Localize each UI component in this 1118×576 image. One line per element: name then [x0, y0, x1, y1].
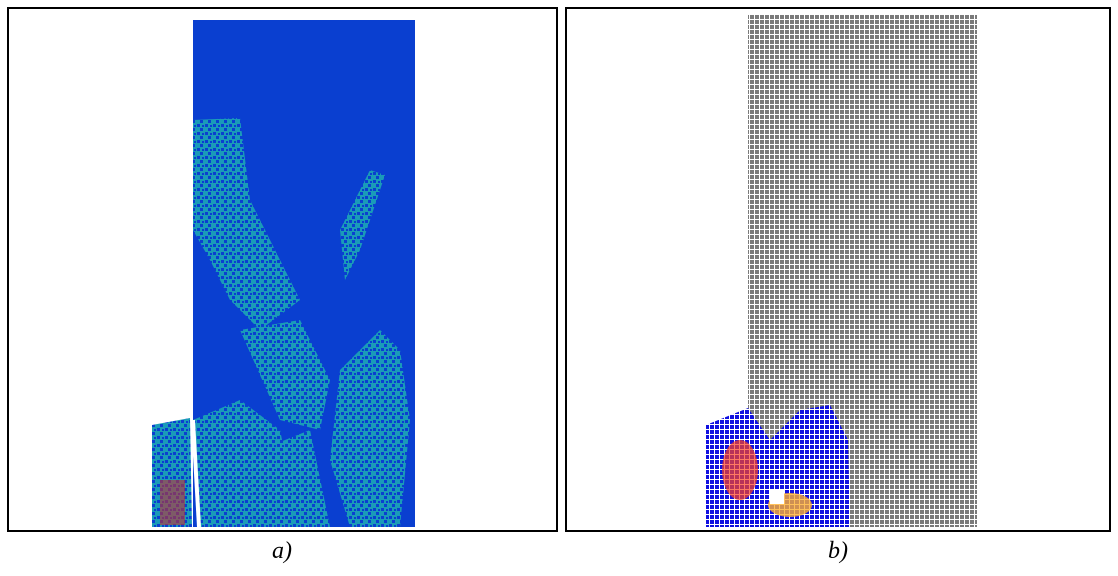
panel-label: a): [272, 538, 292, 564]
page: a) b) (() => { const data = JSON.parse(d…: [0, 0, 1118, 571]
figure: a) b): [0, 0, 1118, 571]
damage-red: [160, 480, 185, 525]
panel-label: b): [828, 538, 848, 564]
void: [770, 490, 784, 504]
hot-spot: [722, 440, 758, 500]
